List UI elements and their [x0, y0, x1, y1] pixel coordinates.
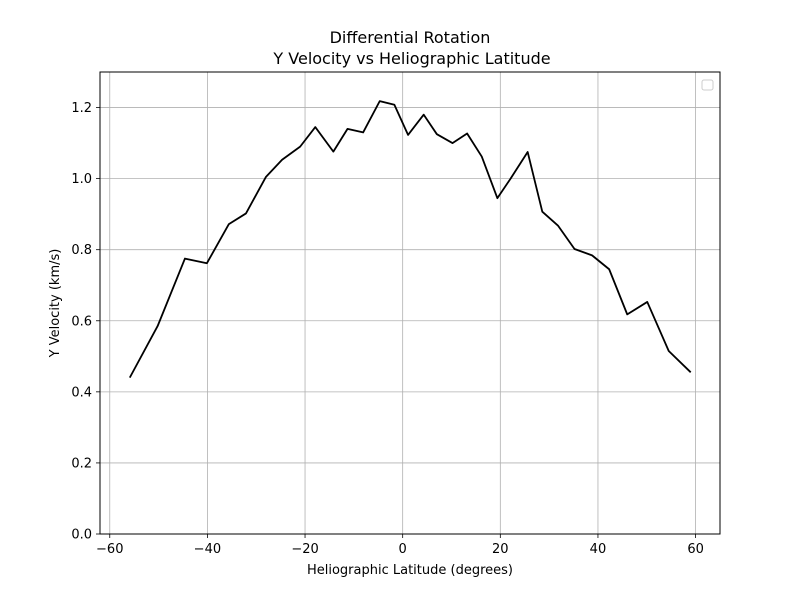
y-tick-label: 0.0	[71, 528, 92, 543]
y-axis-label: Y Velocity (km/s)	[48, 249, 63, 359]
data-series	[128, 100, 692, 379]
x-tick-label: −60	[96, 542, 123, 557]
y-tick-label: 1.0	[71, 172, 92, 187]
y-tick-label: 1.2	[71, 101, 92, 116]
series-line	[128, 100, 692, 379]
grid	[100, 72, 720, 535]
y-tick-label: 0.4	[71, 385, 92, 400]
chart-title-line2: Y Velocity vs Heliographic Latitude	[272, 49, 550, 68]
x-tick-label: 0	[399, 542, 407, 557]
y-tick-label: 0.8	[71, 243, 92, 258]
x-tick-label: 40	[590, 542, 607, 557]
x-tick-label: −20	[291, 542, 318, 557]
y-tick-label: 0.2	[71, 456, 92, 471]
x-tick-label: 60	[687, 542, 704, 557]
y-tick-label: 0.6	[71, 314, 92, 329]
x-tick-label: 20	[492, 542, 509, 557]
y-axis-ticks: 0.0 0.2 0.4 0.6 0.8 1.0 1.2	[71, 101, 100, 543]
x-axis-ticks: −60 −40 −20 0 20 40 60	[96, 534, 704, 557]
x-tick-label: −40	[194, 542, 221, 557]
legend-box	[701, 79, 714, 91]
x-axis-label: Heliographic Latitude (degrees)	[307, 563, 513, 578]
plot-frame	[99, 71, 721, 535]
chart-title-line1: Differential Rotation	[330, 28, 491, 47]
